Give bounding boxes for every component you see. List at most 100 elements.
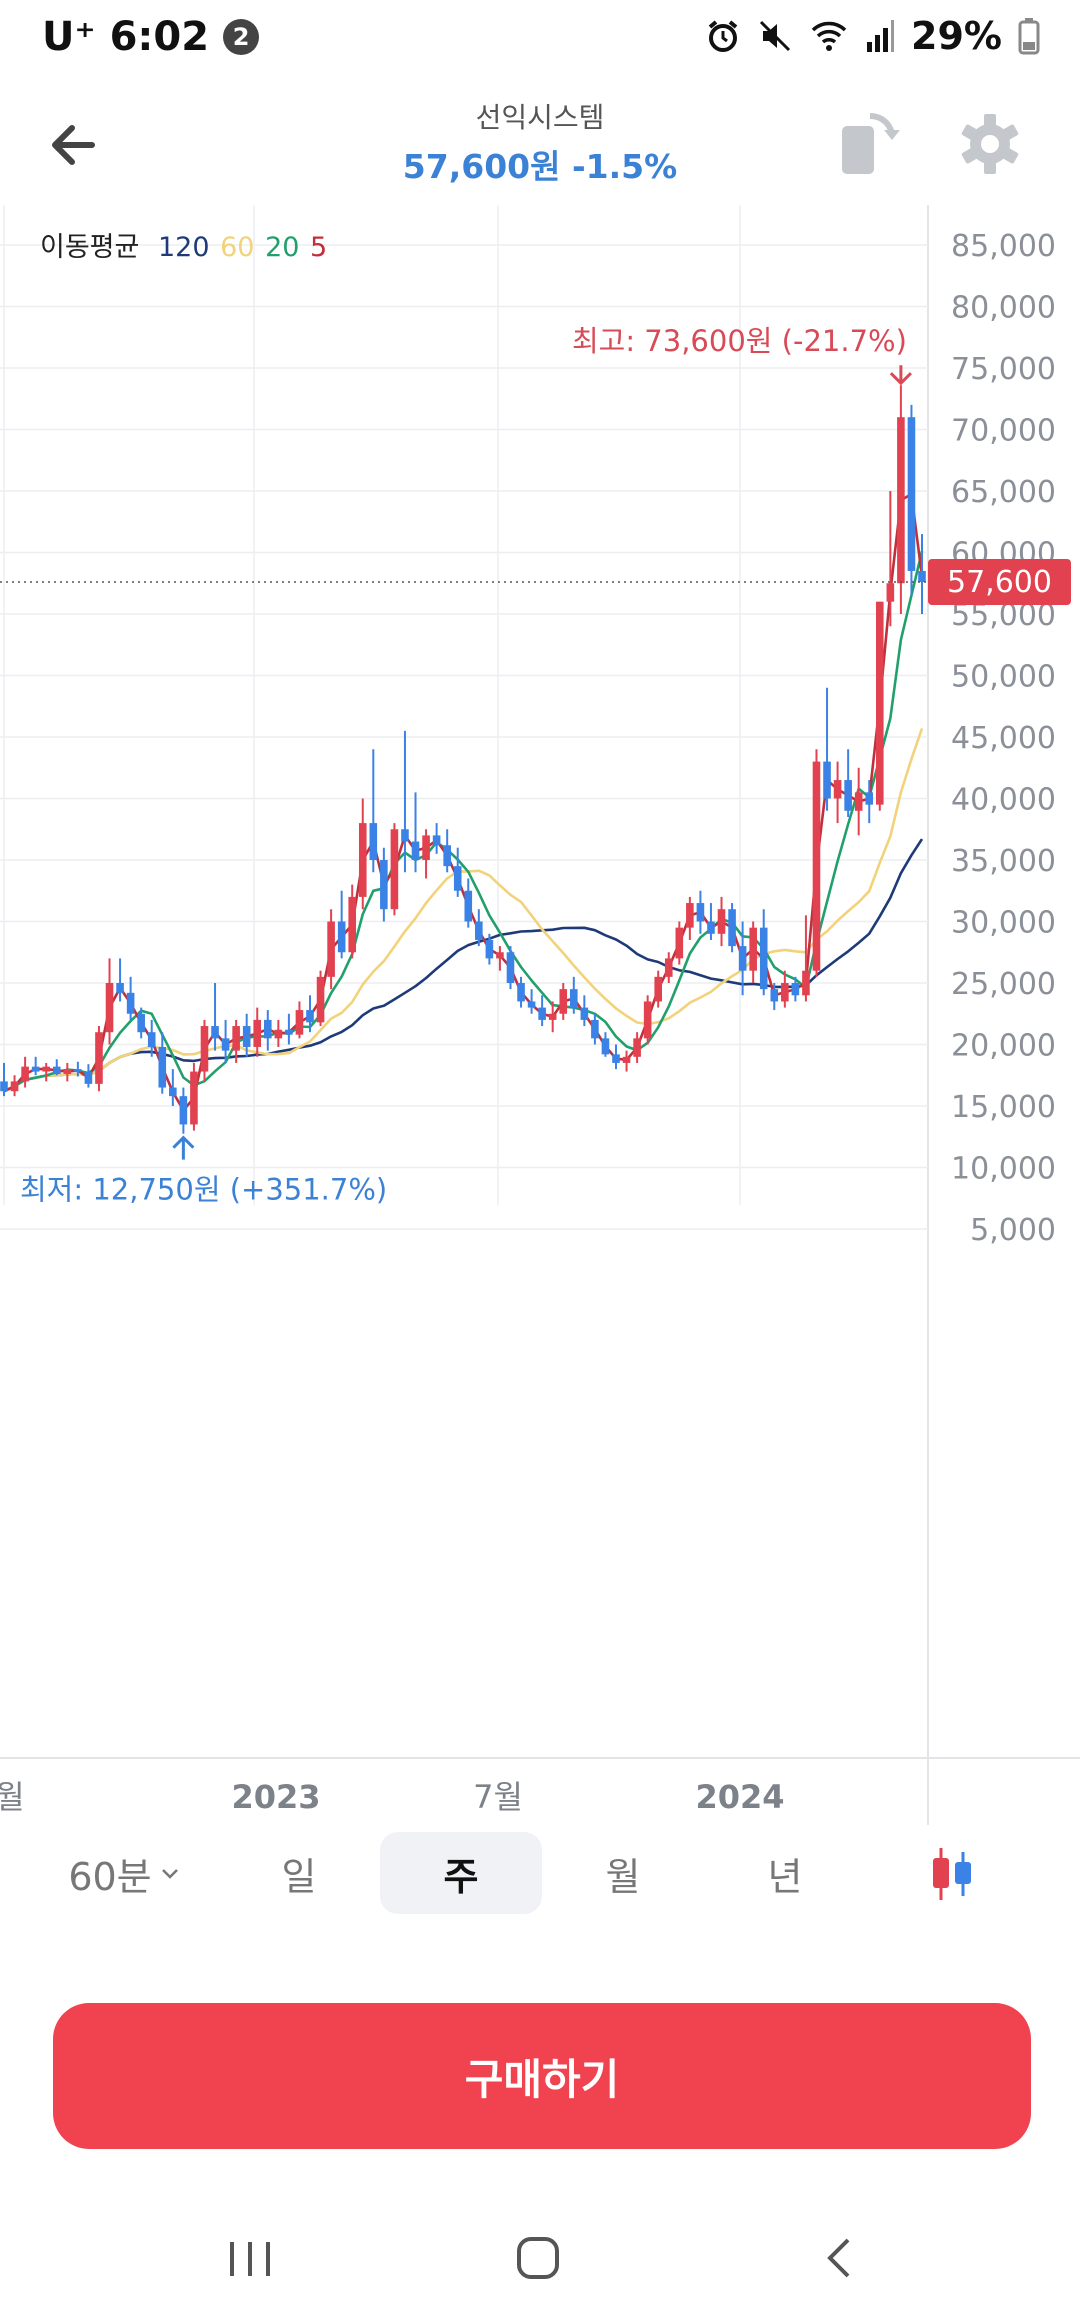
- tab-month[interactable]: 월: [605, 1854, 641, 1899]
- chart-canvas: 5,000 10,000 15,000 20,000 25,000 30,000 35,00…: [0, 205, 1080, 1845]
- rotate-screen-icon[interactable]: [836, 104, 906, 184]
- candle-body: [749, 927, 757, 971]
- candle-body: [812, 761, 821, 971]
- candle-body: [147, 1032, 156, 1047]
- candle-body: [844, 780, 852, 811]
- candle-body: [686, 903, 694, 928]
- y-tick-label: 85,000: [951, 229, 1056, 264]
- ma60-label: 60: [220, 232, 255, 263]
- mute-icon: [759, 20, 791, 52]
- candle-body: [274, 1029, 283, 1039]
- tab-week[interactable]: 주: [380, 1832, 542, 1914]
- gear-icon[interactable]: [955, 104, 1025, 184]
- buy-button[interactable]: 구매하기: [53, 2003, 1031, 2149]
- candle-body: [738, 946, 747, 971]
- candle-body: [918, 570, 926, 583]
- tab-60min-label: 60분: [68, 1854, 152, 1899]
- candle-body: [63, 1069, 72, 1075]
- battery-percent: 29%: [911, 14, 1002, 58]
- candle-body: [158, 1046, 167, 1088]
- status-bar: U⁺ 6:02 2 29%: [0, 0, 1080, 80]
- system-nav-bar: [0, 2200, 1080, 2316]
- candle-body: [169, 1087, 177, 1097]
- candle-body: [802, 970, 810, 996]
- candle-body: [453, 866, 462, 891]
- candle-body: [95, 1032, 103, 1084]
- x-tick-label: 2024: [695, 1778, 784, 1816]
- candle-body: [559, 989, 568, 1014]
- candle-body: [475, 921, 483, 940]
- y-tick-label: 70,000: [951, 414, 1056, 449]
- candle-body: [907, 417, 916, 571]
- x-tick-label: 월: [0, 1778, 25, 1816]
- candle-body: [105, 983, 114, 1033]
- candle-body: [422, 835, 430, 860]
- ma120-label: 120: [157, 232, 210, 263]
- home-icon[interactable]: [498, 2228, 578, 2288]
- candle-body: [52, 1066, 61, 1075]
- candle-body: [538, 1007, 546, 1020]
- candle-body: [116, 983, 124, 993]
- header: 선익시스템 57,600원 -1.5%: [0, 80, 1080, 220]
- alarm-icon: [708, 20, 738, 52]
- candle-body: [781, 983, 789, 1002]
- x-tick-label: 7월: [473, 1778, 523, 1816]
- candle-body: [348, 896, 357, 953]
- back-nav-icon[interactable]: [800, 2228, 880, 2288]
- tab-day[interactable]: 일: [281, 1854, 317, 1899]
- candle-body: [770, 989, 779, 1002]
- y-tick-label: 50,000: [951, 660, 1056, 695]
- y-tick-label: 75,000: [951, 352, 1056, 387]
- wifi-icon: [811, 21, 847, 51]
- ma5-line: [3, 492, 924, 1112]
- ma-legend-label: 이동평균: [40, 232, 140, 263]
- candle-body: [854, 792, 863, 811]
- clock: 6:02: [109, 14, 210, 60]
- ma20-line: [3, 550, 924, 1093]
- candle-body: [358, 823, 367, 897]
- candle-type-icon[interactable]: [922, 1844, 982, 1904]
- recent-apps-icon[interactable]: [210, 2228, 290, 2288]
- candle-body: [506, 952, 515, 983]
- candle-body: [569, 989, 578, 1008]
- tab-year[interactable]: 년: [767, 1854, 803, 1899]
- y-tick-label: 5,000: [970, 1213, 1056, 1248]
- chevron-down-icon: [161, 1869, 178, 1879]
- candle-body: [897, 417, 905, 584]
- y-tick-label: 20,000: [951, 1029, 1056, 1064]
- tab-60min[interactable]: 60분: [45, 1832, 205, 1914]
- header-title: 선익시스템 57,600원 -1.5%: [0, 96, 1080, 188]
- candle-body: [295, 1010, 304, 1035]
- candle-body: [221, 1038, 230, 1051]
- battery-icon: [1018, 18, 1040, 55]
- x-tick-label: 2023: [231, 1778, 320, 1816]
- candle-body: [179, 1096, 188, 1125]
- carrier-label: U⁺: [42, 14, 96, 60]
- candle-body: [643, 1001, 652, 1039]
- signal-icon: [867, 20, 895, 52]
- candle-body: [548, 1013, 557, 1020]
- moving-average-legend: 이동평균 120 60 20 5: [40, 225, 329, 264]
- current-price-tag: 57,600: [928, 559, 1071, 606]
- candlestick-chart[interactable]: 이동평균 120 60 20 5 5,000 10,000 15,000 20,000…: [0, 205, 1080, 1845]
- high-arrow-icon: [889, 365, 912, 386]
- candle-body: [591, 1019, 599, 1039]
- candle-body: [886, 583, 895, 602]
- ma5-label: 5: [310, 232, 328, 263]
- back-arrow-icon[interactable]: [40, 110, 110, 180]
- candle-body: [126, 992, 135, 1014]
- high-price-label: 최고: 73,600원 (-21.7%): [572, 324, 907, 358]
- y-tick-label: 30,000: [951, 906, 1056, 941]
- candle-body: [380, 860, 388, 910]
- stock-price: 57,600원 -1.5%: [402, 147, 678, 186]
- candle-body: [21, 1066, 29, 1082]
- ma20-label: 20: [265, 232, 300, 263]
- candle-body: [865, 792, 874, 805]
- candle-body: [316, 976, 325, 1023]
- candle-body: [232, 1026, 240, 1051]
- ma60-line: [3, 727, 924, 1093]
- candle-body: [833, 780, 842, 799]
- candle-body: [823, 761, 831, 799]
- candle-body: [401, 829, 409, 842]
- candle-body: [717, 909, 726, 934]
